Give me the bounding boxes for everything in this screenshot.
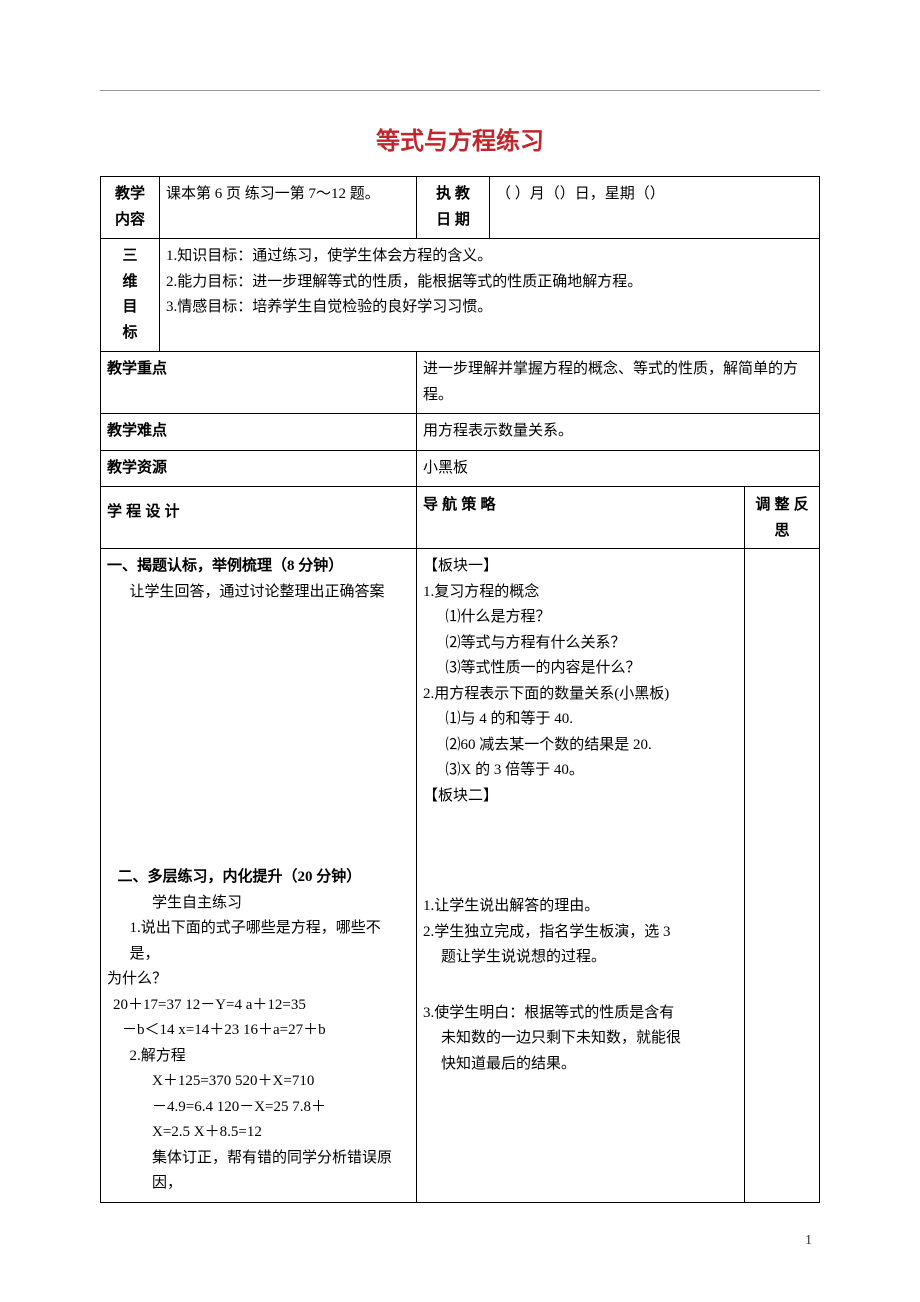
- value-teach-date: （ ）月（）日，星期（）: [489, 177, 819, 239]
- strategy-b2-l3b: 未知数的一边只剩下未知数，就能很: [423, 1026, 738, 1052]
- design-eq5: X=2.5 X＋8.5=12: [107, 1120, 410, 1146]
- spacer-1: [107, 605, 410, 865]
- top-rule: [100, 90, 820, 91]
- value-teaching-content: 课本第 6 页 练习一第 7～12 题。: [160, 177, 417, 239]
- col-header-strategy: 导 航 策 略: [416, 487, 744, 549]
- lesson-plan-table: 教学内容 课本第 6 页 练习一第 7～12 题。 执 教日 期 （ ）月（）日…: [100, 176, 820, 1203]
- value-resource: 小黑板: [416, 450, 819, 487]
- label-teaching-content: 教学内容: [101, 177, 160, 239]
- label-focus: 教学重点: [101, 352, 417, 414]
- strategy-b2: 【板块二】: [423, 784, 738, 810]
- row-focus: 教学重点 进一步理解并掌握方程的概念、等式的性质，解简单的方程。: [101, 352, 820, 414]
- label-goals: 三维目标: [101, 239, 160, 352]
- design-h2-l1: 学生自主练习: [107, 891, 410, 917]
- design-h1-body: 让学生回答，通过讨论整理出正确答案: [107, 580, 410, 606]
- strategy-b1-q4: ⑴与 4 的和等于 40.: [423, 707, 738, 733]
- row-body: 一、揭题认标，举例梳理（8 分钟） 让学生回答，通过讨论整理出正确答案 二、多层…: [101, 549, 820, 1203]
- value-goals: 1.知识目标：通过练习，使学生体会方程的含义。 2.能力目标：进一步理解等式的性…: [160, 239, 820, 352]
- row-goals: 三维目标 1.知识目标：通过练习，使学生体会方程的含义。 2.能力目标：进一步理…: [101, 239, 820, 352]
- cell-design: 一、揭题认标，举例梳理（8 分钟） 让学生回答，通过讨论整理出正确答案 二、多层…: [101, 549, 417, 1203]
- col-header-design: 学 程 设 计: [101, 487, 417, 549]
- cell-reflect: [745, 549, 820, 1203]
- strategy-b2-l2b: 题让学生说说想的过程。: [423, 945, 738, 971]
- design-h2-l3: 为什么？: [107, 967, 410, 993]
- goal-2: 2.能力目标：进一步理解等式的性质，能根据等式的性质正确地解方程。: [166, 270, 813, 296]
- strategy-b1-l1: 1.复习方程的概念: [423, 580, 738, 606]
- row-teaching-content: 教学内容 课本第 6 页 练习一第 7～12 题。 执 教日 期 （ ）月（）日…: [101, 177, 820, 239]
- strategy-b1-q2: ⑵等式与方程有什么关系？: [423, 631, 738, 657]
- strategy-b2-l2: 2.学生独立完成，指名学生板演，选 3: [423, 920, 738, 946]
- design-h2-l2: 1.说出下面的式子哪些是方程，哪些不是，: [107, 916, 410, 967]
- design-eq4: －4.9=6.4 120－X=25 7.8＋: [107, 1095, 410, 1121]
- strategy-b1-q1: ⑴什么是方程？: [423, 605, 738, 631]
- document-page: 等式与方程练习 教学内容 课本第 6 页 练习一第 7～12 题。 执 教日 期…: [0, 0, 920, 1289]
- design-h2: 二、多层练习，内化提升（20 分钟）: [107, 865, 410, 891]
- value-difficulty: 用方程表示数量关系。: [416, 414, 819, 451]
- goal-3: 3.情感目标：培养学生自觉检验的良好学习习惯。: [166, 295, 813, 321]
- label-resource: 教学资源: [101, 450, 417, 487]
- design-eq2: －b＜14 x=14＋23 16＋a=27＋b: [107, 1018, 410, 1044]
- strategy-b2-l1: 1.让学生说出解答的理由。: [423, 894, 738, 920]
- row-difficulty: 教学难点 用方程表示数量关系。: [101, 414, 820, 451]
- label-teach-date: 执 教日 期: [416, 177, 489, 239]
- design-eq3: X＋125=370 520＋X=710: [107, 1069, 410, 1095]
- value-focus: 进一步理解并掌握方程的概念、等式的性质，解简单的方程。: [416, 352, 819, 414]
- row-column-headers: 学 程 设 计 导 航 策 略 调 整 反思: [101, 487, 820, 549]
- page-number: 1: [100, 1233, 820, 1249]
- strategy-b1-q6: ⑶X 的 3 倍等于 40。: [423, 758, 738, 784]
- strategy-b1-l2: 2.用方程表示下面的数量关系(小黑板): [423, 682, 738, 708]
- design-h2-l5: 集体订正，帮有错的同学分析错误原因，: [107, 1146, 410, 1197]
- label-difficulty: 教学难点: [101, 414, 417, 451]
- doc-title: 等式与方程练习: [100, 121, 820, 156]
- design-eq1: 20＋17=37 12－Y=4 a＋12=35: [107, 993, 410, 1019]
- goal-1: 1.知识目标：通过练习，使学生体会方程的含义。: [166, 244, 813, 270]
- spacer-3: [423, 971, 738, 1001]
- cell-strategy: 【板块一】 1.复习方程的概念 ⑴什么是方程？ ⑵等式与方程有什么关系？ ⑶等式…: [416, 549, 744, 1203]
- spacer-2: [423, 809, 738, 894]
- strategy-b1-q3: ⑶等式性质一的内容是什么？: [423, 656, 738, 682]
- strategy-b2-l3c: 快知道最后的结果。: [423, 1052, 738, 1078]
- strategy-b1-q5: ⑵60 减去某一个数的结果是 20.: [423, 733, 738, 759]
- design-h2-l4: 2.解方程: [107, 1044, 410, 1070]
- design-h1: 一、揭题认标，举例梳理（8 分钟）: [107, 554, 410, 580]
- strategy-b2-l3: 3.使学生明白：根据等式的性质是含有: [423, 1001, 738, 1027]
- strategy-b1: 【板块一】: [423, 554, 738, 580]
- row-resource: 教学资源 小黑板: [101, 450, 820, 487]
- col-header-reflect: 调 整 反思: [745, 487, 820, 549]
